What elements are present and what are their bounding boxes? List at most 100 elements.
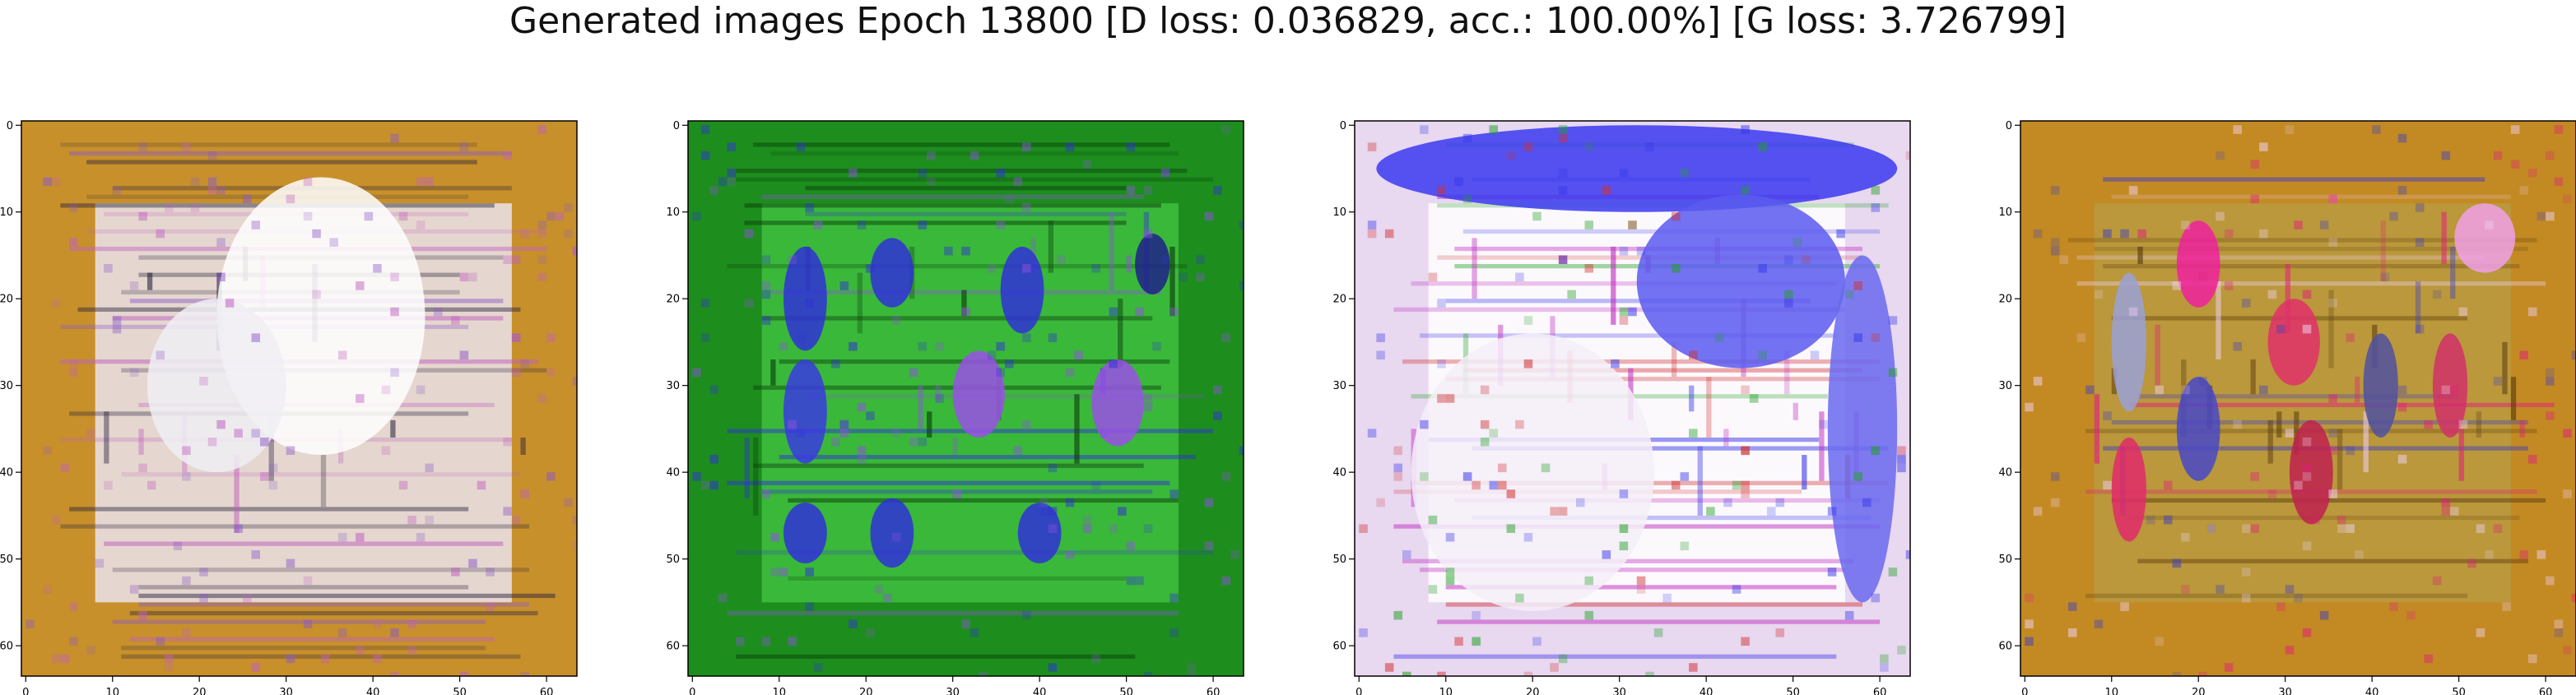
image-speckle [1671,480,1681,490]
image-speckle [1732,585,1741,594]
image-speckle [2050,238,2060,247]
image-speckle [260,437,269,447]
image-blob [783,359,827,464]
texture-stroke [935,385,941,403]
image-speckle [1584,264,1594,273]
image-speckle [1109,524,1118,533]
image-speckle [1445,394,1455,403]
image-speckle [182,628,191,637]
image-speckle [1091,654,1100,664]
image-speckle [1178,272,1188,282]
image-speckle [1187,671,1196,676]
image-speckle [1671,264,1681,273]
image-speckle [1135,576,1144,586]
texture-streak [69,507,469,512]
image-speckle [1428,515,1438,525]
image-speckle [700,299,710,308]
texture-streak [805,394,1205,399]
image-speckle [1558,169,1568,178]
image-speckle [303,211,313,221]
texture-streak [779,455,1196,460]
image-speckle [2250,524,2260,533]
texture-streak [104,541,504,546]
image-speckle [95,558,105,568]
y-tick-label: 10 [1998,206,2012,219]
image-speckle [979,671,988,676]
image-speckle [857,220,867,229]
image-speckle [1523,359,1533,368]
image-speckle [1420,419,1429,429]
image-speckle [1204,541,1214,551]
image-speckle [1187,663,1196,672]
image-speckle [234,429,243,438]
image-speckle [2302,472,2312,481]
x-tick-label: 60 [1207,687,1221,695]
image-speckle [451,568,460,577]
image-speckle [2450,507,2459,516]
image-speckle [156,637,165,646]
image-speckle [511,368,521,378]
image-speckle [1498,463,1507,473]
texture-stroke [2450,246,2456,299]
image-speckle [146,480,156,490]
image-speckle [2025,637,2034,646]
image-speckle [2502,602,2511,611]
image-speckle [381,385,391,395]
image-speckle [961,246,970,256]
image-speckle [2397,455,2407,464]
image-speckle [251,550,261,559]
texture-stroke [927,411,932,438]
image-speckle [1741,637,1750,646]
image-speckle [2250,472,2260,481]
image-speckle [2103,229,2112,239]
image-speckle [839,419,849,429]
image-blob [952,350,1005,438]
texture-streak [2137,394,2459,399]
image-speckle [1689,350,1698,360]
image-speckle [511,515,521,525]
image-speckle [1636,246,1646,256]
image-speckle [1480,385,1490,395]
y-tick-label: 50 [666,554,680,566]
image-speckle [2094,290,2104,299]
image-speckle [2285,429,2295,438]
texture-streak [121,646,486,651]
image-speckle [2172,281,2182,290]
image-speckle [2302,290,2312,299]
image-speckle [2424,654,2433,664]
image-speckle [364,211,374,221]
axes-frame [2020,120,2576,677]
image-speckle [1437,299,1446,308]
texture-streak [1402,558,1854,563]
texture-streak [753,142,1170,147]
image-speckle [337,532,347,542]
image-speckle [1437,186,1446,195]
image-speckle [1732,480,1741,490]
x-tick-label: 40 [1033,687,1047,695]
image-speckle [1506,489,1516,498]
texture-streak [1445,602,1862,607]
y-tick-label: 60 [1998,641,2012,653]
texture-streak [112,619,486,624]
image-speckle [1074,350,1083,360]
texture-streak [2111,194,2511,199]
image-speckle [700,151,710,160]
image-speckle [511,255,521,265]
image-speckle [207,186,217,195]
y-tick-label: 30 [666,380,680,392]
texture-streak [2094,246,2528,252]
image-speckle [51,654,61,664]
x-tick-label: 30 [1612,687,1626,695]
texture-streak [727,264,1188,269]
image-speckle [1367,220,1377,229]
image-speckle [1628,307,1637,317]
image-speckle [564,203,573,212]
image-speckle [1515,272,1524,282]
texture-stroke [744,437,750,498]
y-tick-label: 40 [1332,467,1346,480]
image-speckle [1489,125,1499,134]
image-speckle [1489,480,1499,490]
image-speckle [251,220,261,229]
image-speckle [2536,550,2546,559]
texture-stroke [520,437,526,456]
